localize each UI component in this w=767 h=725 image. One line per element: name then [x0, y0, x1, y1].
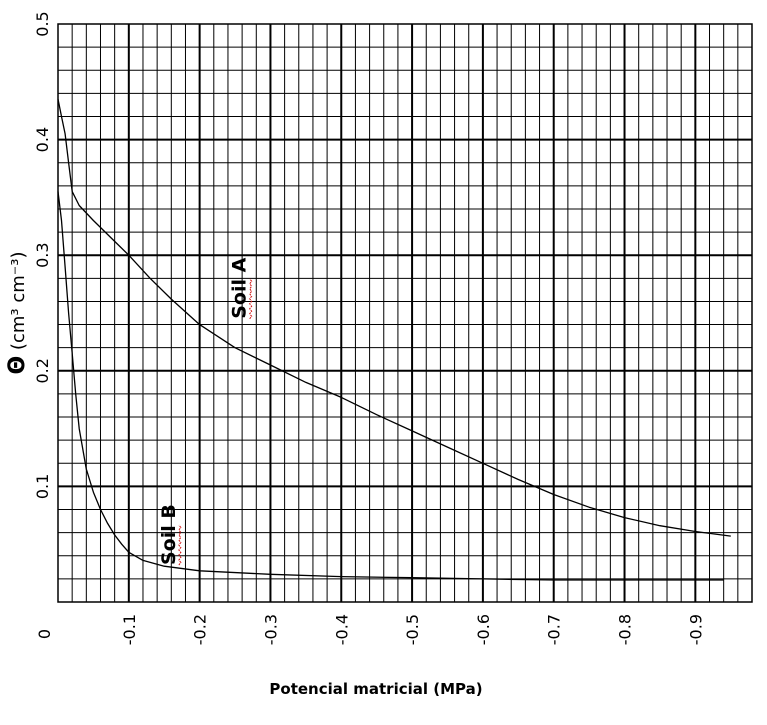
minor-grid: [58, 24, 753, 602]
x-tick-label-origin: 0: [35, 629, 54, 639]
y-axis-unit: (cm³ cm⁻³): [8, 252, 29, 356]
y-tick-label: 0.2: [33, 358, 52, 383]
y-tick-labels: 0.1 0.2 0.3 0.4 0.5: [33, 11, 52, 499]
x-tick-label: -0.8: [616, 614, 635, 645]
spellcheck-underline: [249, 278, 253, 320]
x-axis-label: Potencial matricial (MPa): [269, 680, 482, 698]
series-label-text: Soil A: [229, 257, 251, 318]
series-label-soil-b: Soil B: [158, 504, 182, 566]
y-tick-label: 0.3: [33, 242, 52, 267]
x-tick-label: -0.6: [474, 614, 493, 645]
y-axis-label: Θ (cm³ cm⁻³): [5, 252, 30, 375]
series-labels: Soil A Soil B: [158, 257, 253, 566]
x-tick-label: -0.1: [120, 614, 139, 645]
x-tick-label: -0.3: [261, 614, 280, 645]
series-line-soil-a: [57, 98, 731, 537]
x-tick-label: -0.7: [545, 614, 564, 645]
y-tick-label: 0.5: [33, 11, 52, 36]
plot-frame: [57, 23, 753, 603]
series-line-soil-b: [57, 191, 724, 581]
series-label-soil-a: Soil A: [229, 257, 253, 320]
y-tick-label: 0.1: [33, 474, 52, 499]
major-grid: [58, 24, 752, 602]
x-tick-label: -0.5: [403, 614, 422, 645]
x-tick-labels: 0 -0.1 -0.2 -0.3 -0.4 -0.5 -0.6 -0.7 -0.8 -0.9: [35, 614, 705, 645]
x-tick-label: -0.9: [686, 614, 705, 645]
spellcheck-underline: [178, 524, 182, 566]
x-tick-label: -0.4: [332, 614, 351, 645]
series-label-text: Soil B: [158, 504, 180, 565]
y-tick-label: 0.4: [33, 127, 52, 152]
theta-symbol: Θ: [5, 356, 30, 375]
x-tick-label: -0.2: [191, 614, 210, 645]
series-lines: [57, 98, 731, 581]
